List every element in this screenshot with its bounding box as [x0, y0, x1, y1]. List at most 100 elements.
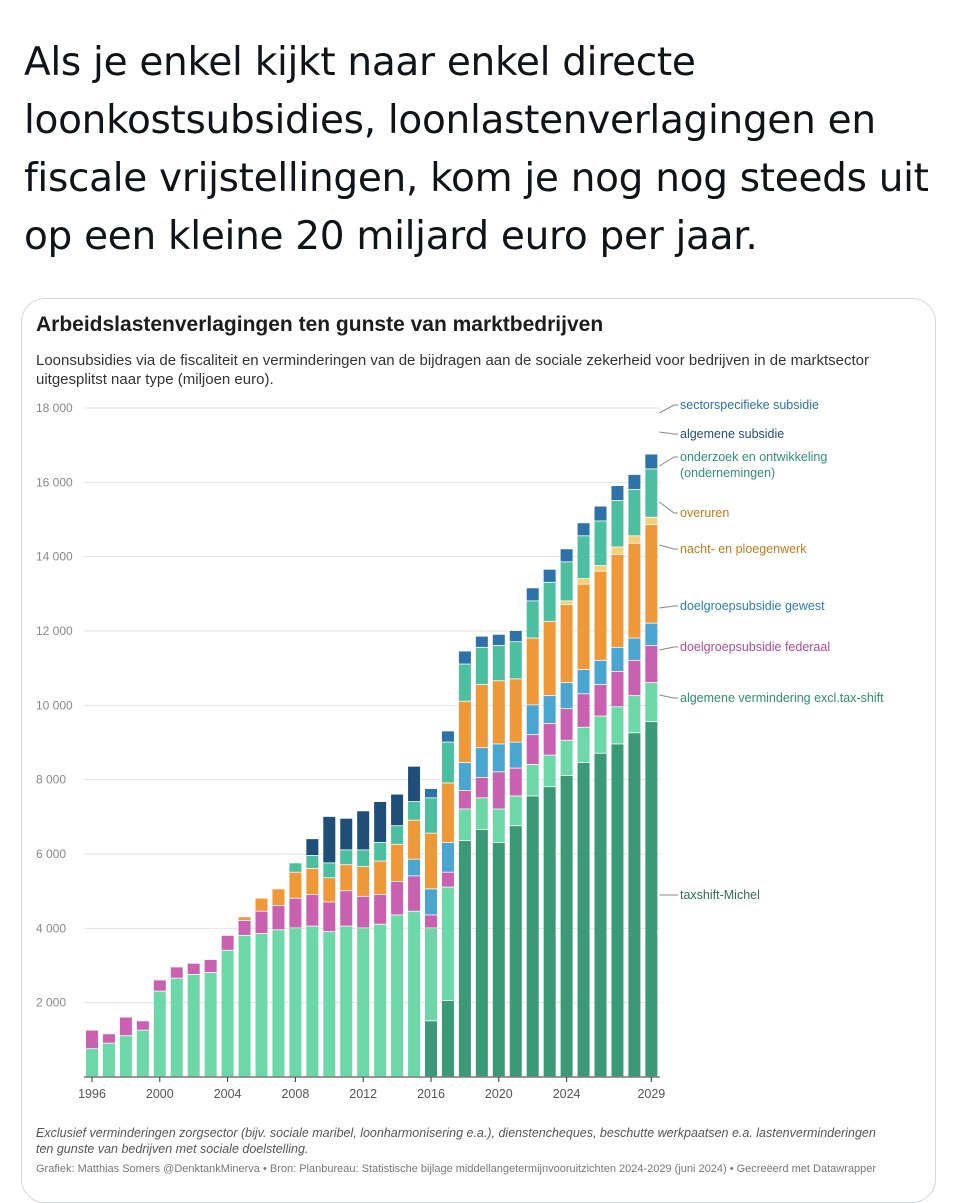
bar-segment — [509, 768, 522, 796]
x-tick-label: 2029 — [637, 1087, 665, 1101]
bar-segment — [441, 842, 454, 872]
bar-segment — [153, 980, 166, 991]
bar-segment — [238, 920, 251, 935]
bar-segment — [526, 796, 539, 1077]
bar-segment — [645, 525, 658, 623]
bar-segment — [408, 766, 421, 802]
y-tick-label: 16 000 — [36, 475, 73, 489]
y-tick-label: 8 000 — [36, 773, 66, 787]
bar-segment — [170, 967, 183, 978]
y-tick-label: 14 000 — [36, 550, 73, 564]
y-tick-label: 10 000 — [36, 698, 73, 712]
bar-segment — [611, 486, 624, 501]
tweet-text: Als je enkel kijkt naar enkel directe lo… — [24, 40, 929, 259]
bar-segment — [86, 1030, 98, 1049]
legend-label: overuren — [680, 506, 729, 520]
bar-segment — [391, 881, 404, 915]
bar-segment — [441, 731, 454, 742]
bar-segment — [560, 709, 573, 740]
bar-segment — [119, 1036, 132, 1077]
bar-segment — [391, 794, 404, 826]
bar-segment — [611, 744, 624, 1077]
bar-segment — [594, 660, 607, 685]
bar-segment — [526, 764, 539, 796]
bar-segment — [577, 578, 590, 584]
legend-label: algemene vermindering excl.tax-shift — [680, 691, 884, 705]
bar-segment — [526, 705, 539, 735]
bar-segment — [526, 601, 539, 638]
bar-segment — [645, 469, 658, 517]
bar-segment — [577, 584, 590, 670]
bar-segment — [408, 801, 421, 820]
bar-segment — [357, 867, 370, 896]
bar-segment — [594, 565, 607, 571]
bar-segment — [526, 588, 539, 601]
bar-segment — [645, 645, 658, 683]
bar-segment — [221, 935, 234, 950]
y-tick-label: 6 000 — [36, 847, 66, 861]
bar-segment — [306, 868, 319, 895]
bar-segment — [492, 645, 505, 681]
legend-label: algemene subsidie — [680, 427, 784, 441]
bar-segment — [543, 621, 556, 696]
bar-segment — [560, 683, 573, 709]
bar-segment — [391, 844, 404, 882]
bar-segment — [102, 1034, 115, 1043]
bar-segment — [136, 1030, 149, 1077]
bar-segment — [543, 582, 556, 621]
bar-segment — [102, 1043, 115, 1077]
bar-segment — [408, 820, 421, 859]
y-tick-label: 18 000 — [36, 401, 73, 415]
bar-segment — [645, 454, 658, 469]
bar-segment — [357, 850, 370, 867]
bar-segment — [628, 696, 641, 733]
legend-label: nacht- en ploegenwerk — [680, 542, 807, 556]
bar-segment — [594, 506, 607, 521]
bar-segment — [611, 647, 624, 672]
bar-segment — [170, 978, 183, 1077]
bar-segment — [645, 517, 658, 525]
bar-segment — [441, 1000, 454, 1077]
bar-segment — [577, 536, 590, 579]
bar-segment — [306, 894, 319, 926]
bar-segment — [560, 775, 573, 1077]
bar-segment — [441, 872, 454, 887]
bar-segment — [611, 707, 624, 744]
bar-segment — [272, 889, 285, 906]
bar-segment — [628, 489, 641, 536]
bar-segment — [628, 536, 641, 543]
legend-connector — [659, 544, 678, 550]
bar-segment — [492, 772, 505, 809]
chart-subtitle: Loonsubsidies via de fiscaliteit en verm… — [36, 352, 869, 388]
bar-segment — [340, 891, 353, 926]
bar-segment — [611, 671, 624, 707]
bar-segment — [577, 523, 590, 536]
bar-segment — [560, 601, 573, 605]
bar-segment — [204, 959, 217, 973]
bar-segment — [458, 840, 471, 1077]
bar-segment — [543, 569, 556, 582]
bar-segment — [425, 788, 437, 798]
bar-segment — [374, 861, 387, 895]
legend-connector — [659, 646, 678, 651]
legend-connector — [659, 404, 678, 414]
legend-connector — [659, 694, 678, 699]
bar-segment — [543, 787, 556, 1077]
bar-segment — [153, 991, 166, 1077]
bar-segment — [340, 926, 353, 1077]
bar-segment — [272, 906, 285, 930]
bar-segment — [255, 933, 268, 1077]
bar-segment — [340, 850, 353, 865]
bar-segment — [458, 664, 471, 701]
bar-segment — [475, 748, 488, 778]
bar-segment — [289, 928, 302, 1077]
bar-segment — [594, 521, 607, 566]
chart-title: Arbeidslastenverlagingen ten gunste van … — [36, 313, 604, 336]
bar-segment — [323, 863, 336, 878]
bar-segment — [458, 809, 471, 841]
bar-segment — [272, 930, 285, 1077]
legend-label: sectorspecifieke subsidie — [680, 398, 819, 412]
bar-segment — [357, 928, 370, 1077]
bar-segment — [492, 681, 505, 744]
